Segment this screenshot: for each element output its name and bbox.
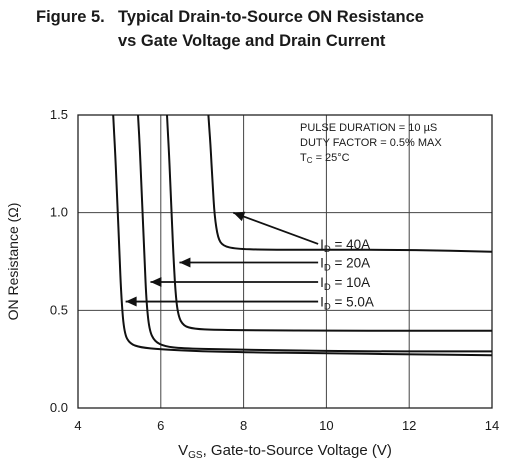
curve-series-3	[166, 114, 492, 332]
condition-line-1: PULSE DURATION = 10 µS	[300, 122, 437, 134]
arrow-head	[150, 277, 162, 288]
x-tick-label: 4	[74, 418, 81, 433]
figure-title-line-1: Typical Drain-to-Source ON Resistance	[118, 8, 424, 26]
arrow-1	[232, 211, 319, 245]
x-tick-label: 6	[157, 418, 164, 433]
condition-line-2: DUTY FACTOR = 0.5% MAX	[300, 137, 442, 149]
curve-series-1	[112, 114, 493, 357]
curve-series-2	[137, 114, 492, 353]
figure-title-line-2: vs Gate Voltage and Drain Current	[118, 32, 386, 50]
arrow-shaft	[232, 211, 319, 245]
x-tick-label: 8	[240, 418, 247, 433]
series-label-2: ID = 10A	[320, 275, 370, 293]
arrow-head	[125, 296, 137, 307]
y-axis-label: ON Resistance (Ω)	[5, 203, 21, 321]
arrow-2	[179, 257, 319, 268]
x-tick-label: 14	[485, 418, 499, 433]
y-tick-label: 0.0	[50, 400, 68, 415]
y-tick-label: 1.5	[50, 107, 68, 122]
x-axis-label: VGS, Gate-to-Source Voltage (V)	[178, 442, 392, 461]
figure-number: Figure 5.	[36, 8, 105, 26]
curves	[112, 114, 493, 357]
tick-labels: 4 6 8 10 12 14 0.0 0.5 1.0 1.5	[50, 107, 499, 433]
y-tick-label: 1.0	[50, 205, 68, 220]
arrows	[125, 211, 319, 307]
series-label-1: ID = 5.0A	[320, 295, 374, 313]
curve-series-4	[207, 114, 493, 253]
series-label-3: ID = 20A	[320, 255, 370, 273]
arrow-head	[233, 211, 246, 222]
y-tick-label: 0.5	[50, 302, 68, 317]
x-tick-label: 10	[319, 418, 333, 433]
condition-line-3: TC = 25°C	[300, 152, 350, 165]
x-tick-label: 12	[402, 418, 416, 433]
series-label-4: ID = 40A	[320, 237, 370, 255]
arrow-head	[179, 257, 191, 268]
test-conditions: PULSE DURATION = 10 µS DUTY FACTOR = 0.5%…	[300, 122, 442, 165]
arrow-4	[125, 296, 319, 307]
arrow-3	[150, 277, 319, 288]
plot-frame	[77, 114, 493, 409]
